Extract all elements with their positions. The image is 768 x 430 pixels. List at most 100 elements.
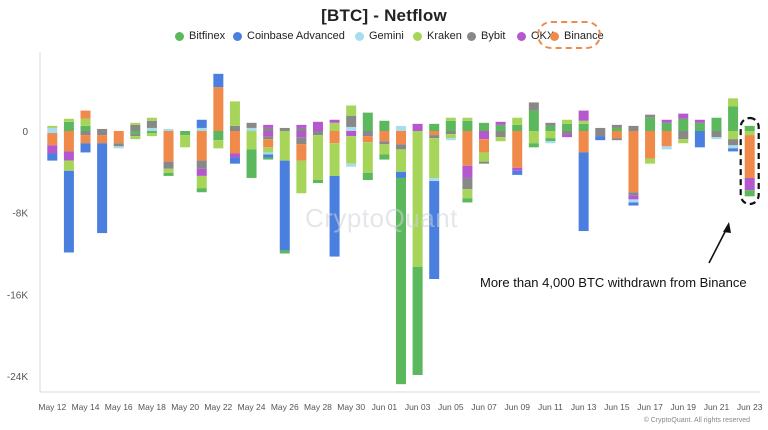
bar-segment-coinbase-advanced bbox=[396, 171, 406, 178]
bar-segment-bitfinex bbox=[362, 172, 373, 180]
bar-segment-okx bbox=[296, 124, 307, 128]
bar-segment-okx bbox=[744, 177, 755, 191]
x-tick-label: Jun 03 bbox=[405, 402, 431, 412]
bar-segment-bybit bbox=[429, 135, 440, 139]
legend-item-bitfinex[interactable]: Bitfinex bbox=[175, 30, 225, 42]
legend-item-gemini[interactable]: Gemini bbox=[355, 30, 404, 42]
legend: Bitfinex Coinbase Advanced Gemini Kraken Byb… bbox=[0, 21, 768, 50]
bar-segment-bybit bbox=[263, 127, 274, 131]
bar-segment-okx bbox=[196, 168, 207, 176]
legend-highlight-ring bbox=[537, 21, 601, 49]
bar-segment-bitfinex bbox=[146, 131, 157, 134]
bar-segment-kraken bbox=[196, 175, 207, 189]
bar-segment-kraken bbox=[429, 138, 440, 178]
bar-segment-gemini bbox=[346, 163, 357, 167]
bar-segment-bitfinex bbox=[678, 118, 689, 131]
bar-segment-bybit bbox=[728, 139, 739, 146]
bar-segment-kraken bbox=[346, 105, 357, 116]
bar-segment-bybit bbox=[163, 161, 174, 169]
bar-segment-bitfinex bbox=[711, 117, 722, 131]
bar-segment-bybit bbox=[379, 141, 390, 145]
bar-segment-binance bbox=[379, 131, 390, 142]
legend-label: Coinbase Advanced bbox=[247, 30, 345, 42]
bar-segment-binance bbox=[429, 131, 440, 136]
bar-segment-bybit bbox=[296, 137, 307, 145]
bar-segment-coinbase-advanced bbox=[329, 175, 340, 257]
y-tick-label: -16K bbox=[7, 290, 28, 301]
legend-label: Bitfinex bbox=[189, 30, 226, 42]
x-tick-label: Jun 07 bbox=[471, 402, 497, 412]
bar-segment-coinbase-advanced bbox=[47, 153, 58, 161]
bar-segment-kraken bbox=[346, 136, 357, 164]
bar-segment-bybit bbox=[645, 114, 656, 118]
bar-segment-bybit bbox=[479, 161, 490, 164]
bar-segment-bitfinex bbox=[645, 117, 656, 131]
bar-segment-gemini bbox=[196, 127, 207, 131]
bar-segment-binance bbox=[661, 131, 672, 147]
bar-segment-bybit bbox=[528, 102, 539, 111]
bar-segment-bitfinex bbox=[495, 124, 506, 131]
bar-segment-gemini bbox=[113, 146, 124, 149]
bar-segment-binance bbox=[80, 135, 91, 144]
bar-segment-bitfinex bbox=[445, 120, 456, 131]
bar-segment-gemini bbox=[396, 125, 406, 131]
bar-segment-bitfinex bbox=[728, 106, 739, 131]
bar-segment-kraken bbox=[528, 131, 539, 144]
bar-segment-kraken bbox=[63, 160, 74, 171]
bar-segment-bitfinex bbox=[180, 131, 191, 136]
bar-segment-bybit bbox=[611, 124, 622, 128]
bar-segment-kraken bbox=[146, 117, 157, 121]
bar-segment-kraken bbox=[146, 133, 157, 137]
bar-segment-gemini bbox=[711, 137, 722, 140]
bar-segment-okx bbox=[263, 131, 274, 137]
bar-segment-bybit bbox=[279, 127, 290, 131]
y-tick-label: -8K bbox=[12, 209, 28, 220]
y-tick-label: 0 bbox=[22, 127, 28, 138]
legend-swatch bbox=[517, 31, 526, 41]
bar-segment-bybit bbox=[246, 122, 257, 128]
bar-segment-bitfinex bbox=[63, 121, 74, 131]
bar-segment-bitfinex bbox=[694, 122, 705, 131]
bar-segment-coinbase-advanced bbox=[80, 143, 91, 153]
x-tick-label: May 12 bbox=[38, 402, 66, 412]
bar-segment-bitfinex bbox=[213, 131, 224, 141]
bar-segment-bybit bbox=[595, 131, 606, 137]
legend-swatch bbox=[550, 31, 559, 41]
bar-segment-bybit bbox=[97, 128, 108, 131]
bar-segment-bitfinex bbox=[744, 190, 755, 197]
bar-segment-bitfinex bbox=[362, 112, 373, 131]
bar-segment-bitfinex bbox=[562, 123, 573, 131]
bar-segment-bybit bbox=[611, 138, 622, 141]
bar-segment-binance bbox=[645, 131, 656, 159]
bar-segment-okx bbox=[263, 124, 274, 128]
bar-segment-kraken bbox=[412, 131, 423, 267]
bar-segment-kraken bbox=[246, 131, 257, 150]
legend-item-coinbase-advanced[interactable]: Coinbase Advanced bbox=[233, 30, 345, 42]
bar-segment-bybit bbox=[146, 120, 157, 128]
bar-segment-okx bbox=[479, 131, 490, 140]
x-tick-label: Jun 15 bbox=[604, 402, 630, 412]
bar-segment-bybit bbox=[445, 131, 456, 135]
bar-segment-kraken bbox=[329, 143, 340, 176]
legend-item-kraken[interactable]: Kraken bbox=[413, 30, 462, 42]
bar-segment-okx bbox=[63, 151, 74, 161]
x-tick-label: May 14 bbox=[72, 402, 100, 412]
bar-segment-kraken bbox=[462, 189, 473, 199]
bar-segment-bitfinex bbox=[163, 172, 174, 176]
bar-segment-kraken bbox=[279, 131, 290, 161]
bar-segment-bybit bbox=[130, 134, 141, 137]
bar-segment-binance bbox=[578, 131, 589, 153]
bar-segment-coinbase-advanced bbox=[213, 73, 224, 88]
bar-segment-kraken bbox=[213, 140, 224, 149]
x-tick-label: May 22 bbox=[204, 402, 232, 412]
bar-segment-kraken bbox=[545, 131, 556, 139]
y-tick-label: -24K bbox=[7, 372, 28, 383]
legend-item-bybit[interactable]: Bybit bbox=[467, 30, 505, 42]
x-tick-label: Jun 23 bbox=[737, 402, 763, 412]
x-tick-label: Jun 17 bbox=[637, 402, 663, 412]
bar-segment-coinbase-advanced bbox=[263, 154, 274, 158]
legend-swatch bbox=[467, 31, 476, 41]
bar-segment-binance bbox=[47, 133, 58, 146]
bar-segment-coinbase-advanced bbox=[97, 143, 108, 234]
watermark: CryptoQuant bbox=[305, 203, 458, 233]
